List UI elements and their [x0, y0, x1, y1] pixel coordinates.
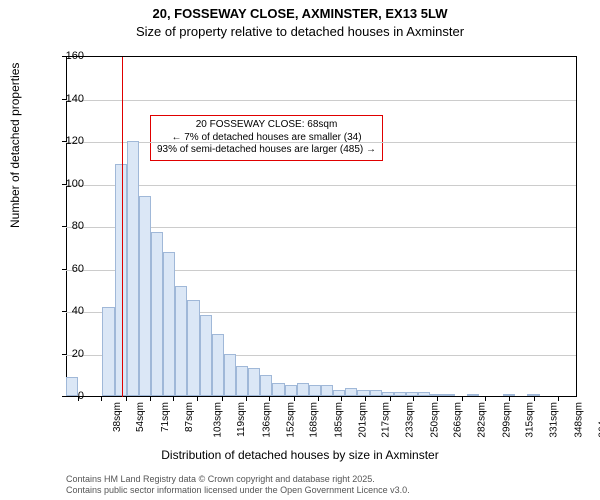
histogram-bar — [260, 375, 272, 396]
x-tick-mark — [173, 397, 174, 401]
histogram-bar — [272, 383, 284, 396]
page-subtitle: Size of property relative to detached ho… — [0, 24, 600, 39]
histogram-bar — [442, 394, 454, 396]
histogram-bar — [200, 315, 212, 396]
y-tick-mark — [62, 354, 66, 355]
x-tick-mark — [341, 397, 342, 401]
attribution: Contains HM Land Registry data © Crown c… — [66, 474, 410, 496]
x-tick-mark — [269, 397, 270, 401]
x-tick-mark — [150, 397, 151, 401]
histogram-bar — [236, 366, 248, 396]
y-tick-mark — [62, 396, 66, 397]
property-marker-line — [122, 57, 123, 397]
histogram-bar — [527, 394, 539, 396]
x-tick-mark — [318, 397, 319, 401]
grid-line — [66, 100, 576, 101]
histogram-bar — [248, 368, 260, 396]
histogram-bar — [309, 385, 321, 396]
histogram-bar — [382, 392, 394, 396]
histogram-bar — [370, 390, 382, 396]
x-axis-label: Distribution of detached houses by size … — [0, 448, 600, 462]
x-axis-line — [66, 396, 576, 397]
page-title: 20, FOSSEWAY CLOSE, AXMINSTER, EX13 5LW — [0, 6, 600, 21]
x-tick-mark — [365, 397, 366, 401]
marker-callout: 20 FOSSEWAY CLOSE: 68sqm ← 7% of detache… — [150, 115, 383, 161]
histogram-bar — [345, 388, 357, 397]
histogram-bar — [151, 232, 163, 396]
x-tick-mark — [101, 397, 102, 401]
y-tick-mark — [62, 184, 66, 185]
x-tick-label: 71sqm — [160, 402, 171, 432]
x-tick-label: 233sqm — [404, 402, 415, 438]
x-tick-label: 185sqm — [334, 402, 345, 438]
chart-container: 20, FOSSEWAY CLOSE, AXMINSTER, EX13 5LW … — [0, 0, 600, 500]
x-tick-mark — [390, 397, 391, 401]
x-tick-mark — [197, 397, 198, 401]
callout-line1: 20 FOSSEWAY CLOSE: 68sqm — [157, 119, 376, 132]
x-tick-mark — [294, 397, 295, 401]
y-tick-mark — [62, 311, 66, 312]
x-tick-mark — [222, 397, 223, 401]
histogram-bar — [357, 390, 369, 396]
x-tick-label: 119sqm — [236, 402, 247, 437]
histogram-bar — [394, 392, 406, 396]
x-tick-label: 315sqm — [525, 402, 536, 438]
x-tick-mark — [509, 397, 510, 401]
histogram-bar — [175, 286, 187, 397]
y-tick-mark — [62, 56, 66, 57]
x-tick-label: 54sqm — [135, 402, 146, 432]
x-tick-label: 103sqm — [213, 402, 224, 438]
attribution-line2: Contains public sector information licen… — [66, 485, 410, 496]
histogram-bar — [127, 141, 139, 396]
x-tick-label: 299sqm — [502, 402, 513, 438]
grid-line — [66, 142, 576, 143]
x-tick-mark — [126, 397, 127, 401]
y-tick-mark — [62, 141, 66, 142]
x-tick-mark — [558, 397, 559, 401]
x-tick-mark — [437, 397, 438, 401]
histogram-bar — [139, 196, 151, 396]
y-tick-mark — [62, 99, 66, 100]
x-tick-label: 152sqm — [285, 402, 296, 438]
histogram-bar — [321, 385, 333, 396]
histogram-bar — [163, 252, 175, 397]
x-tick-label: 217sqm — [381, 402, 392, 438]
x-tick-mark — [534, 397, 535, 401]
histogram-bar — [212, 334, 224, 396]
callout-line3: 93% of semi-detached houses are larger (… — [157, 144, 376, 157]
grid-line — [66, 185, 576, 186]
x-tick-label: 250sqm — [429, 402, 440, 438]
histogram-bar — [224, 354, 236, 397]
histogram-bar — [102, 307, 114, 396]
x-tick-mark — [462, 397, 463, 401]
histogram-bar — [418, 392, 430, 396]
histogram-bar — [297, 383, 309, 396]
x-tick-mark — [485, 397, 486, 401]
y-axis-label: Number of detached properties — [8, 63, 22, 228]
x-tick-label: 348sqm — [574, 402, 585, 438]
x-tick-label: 136sqm — [262, 402, 273, 438]
x-tick-label: 266sqm — [453, 402, 464, 438]
histogram-bar — [406, 392, 418, 396]
x-tick-label: 201sqm — [357, 402, 368, 438]
histogram-bar — [503, 394, 515, 396]
x-tick-label: 331sqm — [549, 402, 560, 438]
y-tick-mark — [62, 226, 66, 227]
histogram-bar — [115, 164, 127, 396]
y-tick-mark — [62, 269, 66, 270]
histogram-bar — [467, 394, 479, 396]
x-tick-mark — [413, 397, 414, 401]
histogram-bar — [333, 390, 345, 396]
x-tick-label: 168sqm — [309, 402, 320, 438]
histogram-bar — [285, 385, 297, 396]
attribution-line1: Contains HM Land Registry data © Crown c… — [66, 474, 410, 485]
x-tick-label: 87sqm — [184, 402, 195, 432]
x-tick-label: 38sqm — [112, 402, 123, 432]
x-tick-mark — [246, 397, 247, 401]
histogram-bar — [187, 300, 199, 396]
x-tick-label: 282sqm — [476, 402, 487, 438]
histogram-bar — [430, 394, 442, 396]
plot-area: 20 FOSSEWAY CLOSE: 68sqm ← 7% of detache… — [66, 56, 577, 397]
